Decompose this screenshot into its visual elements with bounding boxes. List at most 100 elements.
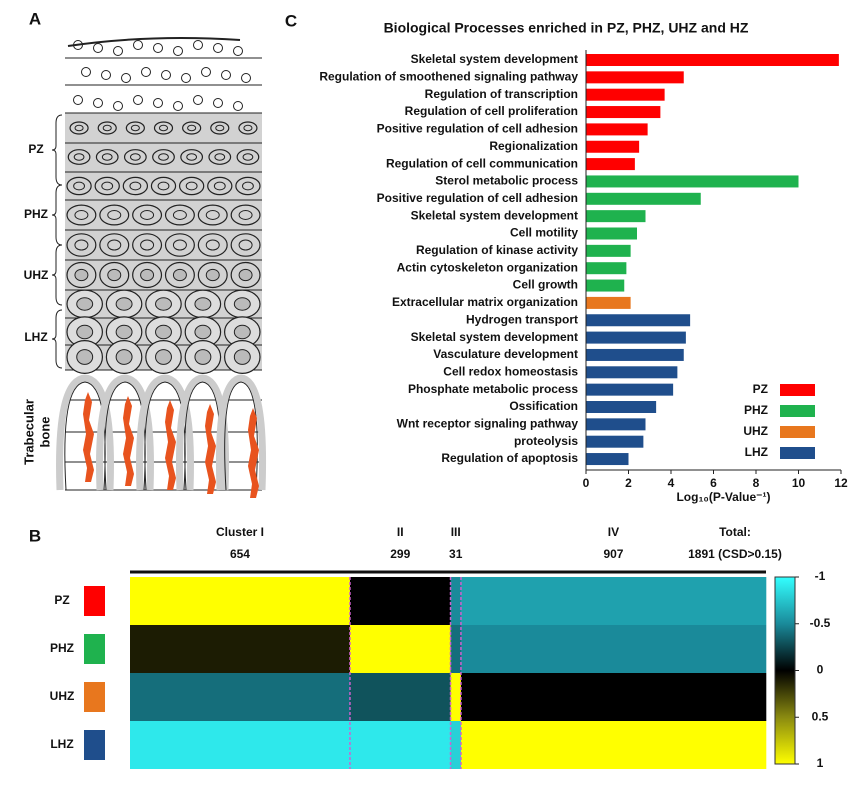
cell xyxy=(153,43,163,53)
cell xyxy=(178,176,205,196)
cell xyxy=(161,70,171,80)
legend-label: PHZ xyxy=(744,403,768,417)
cell xyxy=(133,95,143,105)
category-label: Regionalization xyxy=(489,139,578,153)
cell xyxy=(94,176,120,196)
cell xyxy=(207,176,233,196)
heat-cell xyxy=(130,673,351,721)
panel-letter: C xyxy=(285,11,297,30)
heat-cell xyxy=(130,625,351,673)
nucleus xyxy=(214,153,226,161)
x-tick-label: 8 xyxy=(753,476,760,490)
surface-line xyxy=(67,37,241,47)
bone-label: bone xyxy=(37,416,52,447)
total-label: Total: xyxy=(719,525,751,539)
bar xyxy=(586,453,629,466)
cell xyxy=(235,176,261,196)
category-label: Skeletal system development xyxy=(411,208,578,222)
column-size: 654 xyxy=(230,547,250,561)
category-label: Actin cytoskeleton organization xyxy=(397,260,578,274)
cell xyxy=(132,204,163,226)
nucleus xyxy=(130,124,140,132)
cell xyxy=(230,233,261,257)
cell xyxy=(180,149,204,165)
cell xyxy=(213,43,223,53)
x-tick-label: 10 xyxy=(792,476,806,490)
cell xyxy=(153,98,163,108)
category-label: Positive regulation of cell adhesion xyxy=(377,191,578,205)
nucleus xyxy=(158,124,169,132)
nucleus xyxy=(213,181,226,191)
trabecula-arch xyxy=(56,374,114,491)
cell xyxy=(197,261,228,289)
category-label: Hydrogen transport xyxy=(466,312,578,326)
category-label: Cell growth xyxy=(513,278,578,292)
cell xyxy=(233,46,243,56)
cell xyxy=(66,261,97,289)
cell xyxy=(164,261,195,289)
heat-cell xyxy=(460,721,767,769)
row-swatch xyxy=(84,730,105,760)
category-label: Ossification xyxy=(509,399,578,413)
nucleus xyxy=(172,239,187,251)
nucleus xyxy=(73,181,86,191)
cell xyxy=(67,149,91,165)
colorbar-label: 0 xyxy=(817,663,824,677)
row-label: UHZ xyxy=(50,689,75,703)
zone-label: LHZ xyxy=(24,330,47,344)
heat-cell xyxy=(460,577,767,625)
bar xyxy=(586,435,644,448)
nucleus xyxy=(194,297,212,311)
cell xyxy=(181,73,191,83)
category-label: Phosphate metabolic process xyxy=(408,382,578,396)
brace xyxy=(51,114,63,186)
nucleus xyxy=(187,124,197,132)
cell xyxy=(93,43,103,53)
bar xyxy=(586,175,799,188)
category-label: Regulation of transcription xyxy=(425,87,578,101)
cell xyxy=(173,101,183,111)
trabecula-arch xyxy=(96,374,154,491)
bar xyxy=(586,244,631,257)
nucleus xyxy=(233,324,251,340)
heat-cell xyxy=(460,673,767,721)
colorbar-label: -1 xyxy=(815,569,826,583)
zone-label: UHZ xyxy=(24,268,49,282)
nucleus xyxy=(238,210,253,220)
legend-label: UHZ xyxy=(743,424,768,438)
cell xyxy=(208,149,232,165)
heat-cell xyxy=(450,577,462,625)
growth-plate-diagram xyxy=(51,37,267,498)
nucleus xyxy=(238,239,253,251)
nucleus xyxy=(215,124,225,132)
nucleus xyxy=(101,181,114,191)
bar xyxy=(586,227,637,240)
bar xyxy=(586,383,674,396)
cell xyxy=(99,233,130,257)
column-size: 907 xyxy=(603,547,623,561)
nucleus xyxy=(74,124,84,132)
panel-letter: B xyxy=(29,526,41,545)
cell xyxy=(164,204,195,226)
zone-label: PHZ xyxy=(24,207,48,221)
category-label: Sterol metabolic process xyxy=(435,174,578,188)
cell xyxy=(133,40,143,50)
cell xyxy=(97,121,117,135)
cell xyxy=(122,176,149,196)
category-label: proteolysis xyxy=(514,434,578,448)
nucleus xyxy=(238,268,253,282)
nucleus xyxy=(205,210,220,220)
nucleus xyxy=(102,124,112,132)
nucleus xyxy=(101,153,113,161)
column-label: II xyxy=(397,525,404,539)
bar xyxy=(586,210,646,223)
column-size: 31 xyxy=(449,547,463,561)
bar xyxy=(586,158,635,171)
heat-cell xyxy=(130,721,351,769)
nucleus xyxy=(115,324,133,340)
bar xyxy=(586,331,686,344)
cell xyxy=(69,121,89,135)
cell xyxy=(113,46,123,56)
cell xyxy=(73,95,83,105)
